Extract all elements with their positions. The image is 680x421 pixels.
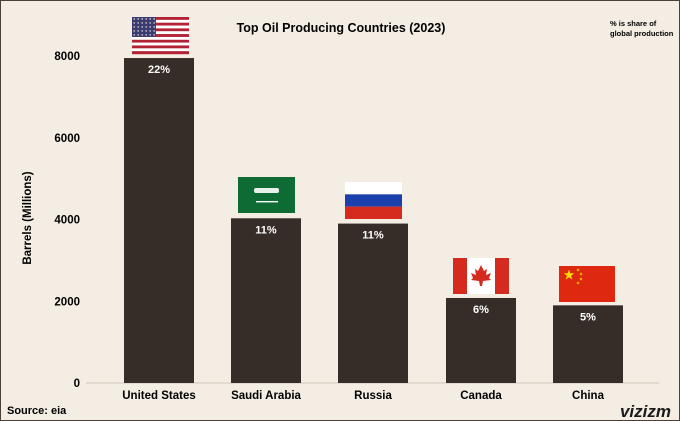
x-tick-label: Russia (354, 390, 392, 402)
y-tick-label: 4000 (54, 215, 80, 227)
x-tick-label: Canada (460, 390, 502, 402)
us-flag-icon (132, 17, 189, 55)
y-tick-label: 2000 (54, 296, 80, 308)
source-note: Source: eia (7, 405, 67, 417)
flags (132, 17, 615, 302)
data-label: 22% (148, 64, 170, 76)
chart-note-line-2: global production (610, 29, 674, 38)
y-tick-label: 0 (74, 378, 80, 390)
bar (553, 305, 623, 383)
x-tick-label: United States (122, 390, 196, 402)
data-label: 11% (362, 230, 384, 242)
y-axis-ticks: 0 2000 4000 6000 8000 (54, 51, 80, 390)
bars (124, 58, 623, 383)
y-axis-label: Barrels (Millions) (22, 171, 34, 264)
y-tick-label: 8000 (54, 51, 80, 63)
x-tick-label: Saudi Arabia (231, 390, 301, 402)
data-label: 5% (580, 311, 596, 323)
saudi-arabia-flag-icon (238, 177, 295, 213)
x-axis-ticks: United States Saudi Arabia Russia Canada Chi… (122, 390, 604, 402)
china-flag-icon (559, 266, 615, 302)
bar (338, 223, 408, 383)
data-label: 11% (255, 224, 277, 236)
y-tick-label: 6000 (54, 133, 80, 145)
canada-flag-icon (453, 258, 509, 294)
brand-logo: vizizm (620, 402, 671, 420)
bar (124, 58, 194, 383)
data-labels: 22% 11% 11% 6% 5% (148, 64, 596, 323)
russia-flag-icon (345, 182, 402, 219)
data-label: 6% (473, 304, 489, 316)
bar (446, 297, 516, 383)
x-tick-label: China (572, 390, 605, 402)
chart-title: Top Oil Producing Countries (2023) (237, 21, 446, 35)
chart-note-line-1: % is share of (610, 19, 657, 28)
bar (231, 218, 301, 383)
